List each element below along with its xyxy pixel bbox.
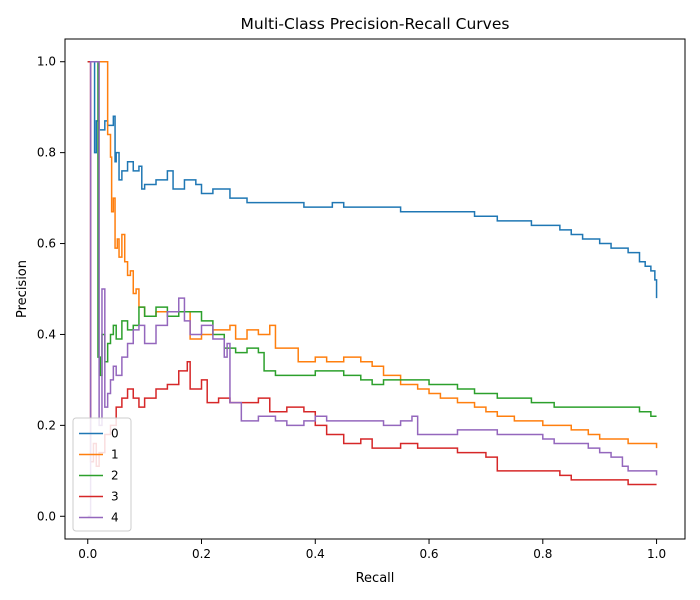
y-axis-label: Precision	[15, 260, 30, 318]
legend-label-4: 4	[111, 511, 119, 525]
x-tick-label: 0.4	[306, 547, 325, 561]
x-axis: 0.0 0.2 0.4 0.6 0.8 1.0	[78, 539, 666, 561]
y-tick-label: 0.0	[37, 509, 56, 523]
legend-label-2: 2	[111, 469, 119, 483]
x-axis-label: Recall	[356, 571, 395, 586]
y-tick-label: 0.6	[37, 237, 56, 251]
series-line-0	[87, 60, 658, 299]
y-tick-label: 0.4	[37, 327, 56, 341]
plot-frame	[64, 38, 686, 540]
y-tick-label: 0.8	[37, 146, 56, 160]
y-tick-label: 1.0	[37, 55, 56, 69]
plot-area	[64, 38, 686, 540]
legend[interactable]: 0 1 2 3 4	[72, 417, 132, 532]
series-line-4	[87, 60, 658, 518]
x-tick-label: 1.0	[647, 547, 666, 561]
legend-label-1: 1	[111, 448, 119, 462]
series-line-1	[87, 60, 658, 449]
x-tick-label: 0.6	[419, 547, 438, 561]
series-line-2	[87, 60, 657, 418]
series-line-3	[87, 60, 657, 486]
x-tick-label: 0.2	[192, 547, 211, 561]
x-tick-label: 0.0	[78, 547, 97, 561]
series-layer	[87, 60, 658, 518]
legend-label-0: 0	[111, 427, 119, 441]
chart-title: Multi-Class Precision-Recall Curves	[241, 15, 510, 33]
legend-box	[72, 417, 132, 532]
legend-label-3: 3	[111, 490, 119, 504]
x-tick-label: 0.8	[533, 547, 552, 561]
y-tick-label: 0.2	[37, 418, 56, 432]
y-axis: 0.0 0.2 0.4 0.6 0.8 1.0	[37, 55, 65, 523]
